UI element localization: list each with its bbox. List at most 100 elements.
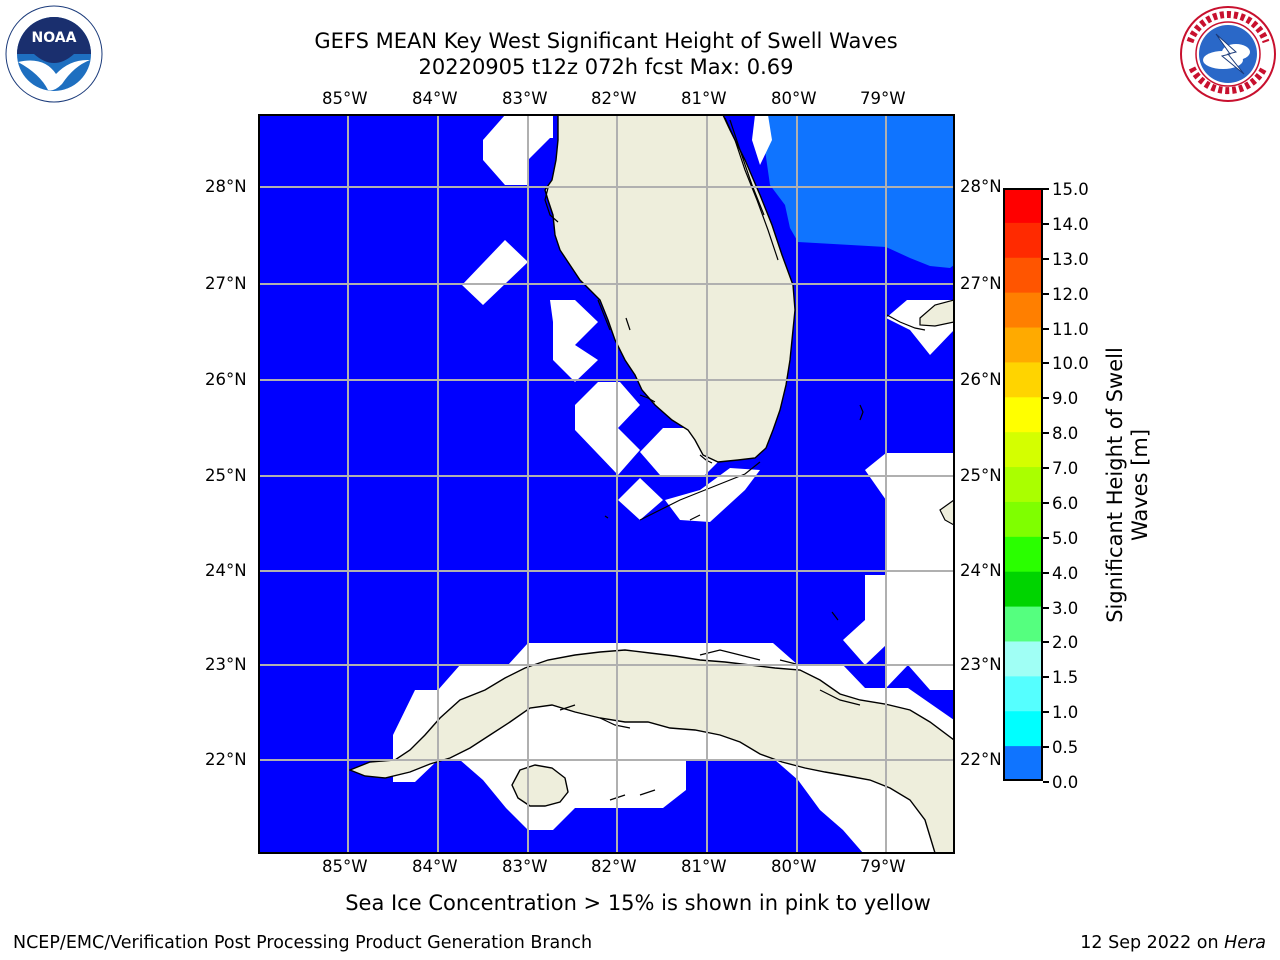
colorbar-tick-mark [1043, 501, 1049, 504]
colorbar-tick-labels: 15.0 14.0 13.0 12.0 11.0 10.0 9.0 8.0 7.0 6.0 5.0 4… [1043, 180, 1112, 792]
lon-label-bottom: 81°W [681, 857, 727, 876]
colorbar-tick-label: 5.0 [1052, 528, 1079, 548]
colorbar-tick-mark [1043, 467, 1049, 470]
footer-machine: Hera [1224, 933, 1266, 953]
colorbar-tick-mark [1043, 362, 1049, 365]
lat-label-left: 28°N [205, 177, 247, 196]
colorbar-tick-mark [1043, 292, 1049, 295]
lon-label-bottom: 80°W [771, 857, 817, 876]
cuba-coast-detail [559, 649, 861, 801]
graticule [259, 115, 954, 853]
map-title: GEFS MEAN Key West Significant Height of… [256, 28, 956, 80]
noaa-logo-icon: NOAA [4, 4, 104, 104]
bahamas-land [831, 299, 954, 621]
colorbar-tick-mark [1043, 188, 1049, 190]
colorbar-tick-label: 1.5 [1052, 668, 1079, 688]
lon-label-bottom: 83°W [502, 857, 548, 876]
lon-label-bottom: 79°W [860, 857, 906, 876]
colorbar-swatch [1003, 711, 1043, 747]
colorbar-tick-mark [1043, 397, 1049, 400]
colorbar-swatch [1003, 362, 1043, 398]
lat-label-left: 25°N [205, 466, 247, 485]
lon-label-top: 81°W [681, 89, 727, 108]
footer-branch: NCEP/EMC/Verification Post Processing Pr… [13, 933, 593, 953]
lat-label-right: 27°N [960, 274, 1002, 293]
lon-label-top: 83°W [502, 89, 548, 108]
colorbar-tick-label: 6.0 [1052, 493, 1079, 513]
lon-label-top: 84°W [412, 89, 458, 108]
colorbar-frame [1003, 188, 1043, 781]
colorbar-tick-label: 9.0 [1052, 389, 1079, 409]
lat-label-right: 25°N [960, 466, 1002, 485]
colorbar-tick-label: 7.0 [1052, 459, 1079, 479]
colorbar-tick-mark [1043, 746, 1049, 749]
colorbar-swatch [1003, 467, 1043, 503]
lat-label-right: 22°N [960, 750, 1002, 769]
colorbar-tick-label: 14.0 [1052, 214, 1089, 234]
map-frame [258, 114, 955, 854]
colorbar-swatch [1003, 676, 1043, 712]
title-line-2: 20220905 t12z 072h fcst Max: 0.69 [418, 55, 794, 79]
colorbar-tick-mark [1043, 222, 1049, 225]
colorbar-tick-label: 8.0 [1052, 424, 1079, 444]
colorbar-tick-label: 0.0 [1052, 773, 1079, 792]
lon-label-bottom: 85°W [322, 857, 368, 876]
colorbar-tick-mark [1043, 327, 1049, 330]
colorbar-tick-mark [1043, 781, 1049, 783]
colorbar-tick-label: 1.0 [1052, 703, 1079, 723]
colorbar-tick-label: 3.0 [1052, 598, 1079, 618]
lat-label-left: 24°N [205, 561, 247, 580]
map-svg [258, 114, 955, 854]
colorbar-tick-label: 11.0 [1052, 319, 1089, 339]
colorbar-swatch [1003, 746, 1043, 782]
colorbar-swatch [1003, 501, 1043, 538]
lon-label-bottom: 82°W [591, 857, 637, 876]
colorbar-swatch [1003, 432, 1043, 468]
colorbar [1003, 188, 1043, 782]
lon-label-top: 85°W [322, 89, 368, 108]
colorbar-swatch [1003, 257, 1043, 294]
lat-label-right: 26°N [960, 370, 1002, 389]
colorbar-tick-mark [1043, 711, 1049, 714]
lon-label-bottom: 84°W [412, 857, 458, 876]
colorbar-tick-mark [1043, 606, 1049, 609]
colorbar-swatch [1003, 571, 1043, 608]
colorbar-swatch [1003, 536, 1043, 573]
colorbar-swatch [1003, 327, 1043, 363]
colorbar-swatch [1003, 188, 1043, 224]
colorbar-tick-label: 15.0 [1052, 180, 1089, 199]
lat-label-left: 22°N [205, 750, 247, 769]
lat-label-left: 27°N [205, 274, 247, 293]
colorbar-tick-label: 0.5 [1052, 738, 1079, 758]
isle-of-youth-land [511, 764, 569, 807]
colorbar-tick-label: 13.0 [1052, 249, 1089, 269]
colorbar-swatch [1003, 222, 1043, 259]
lon-label-top: 80°W [771, 89, 817, 108]
lat-label-right: 23°N [960, 655, 1002, 674]
colorbar-tick-mark [1043, 257, 1049, 260]
title-line-1: GEFS MEAN Key West Significant Height of… [314, 29, 898, 53]
colorbar-tick-label: 2.0 [1052, 633, 1079, 653]
colorbar-tick-label: 4.0 [1052, 563, 1079, 583]
colorbar-tick-label: 12.0 [1052, 284, 1089, 304]
lat-label-left: 23°N [205, 655, 247, 674]
lat-label-right: 28°N [960, 177, 1002, 196]
map-panel [258, 114, 955, 854]
lon-label-top: 79°W [860, 89, 906, 108]
colorbar-tick-label: 10.0 [1052, 354, 1089, 374]
florida-land [544, 115, 796, 463]
colorbar-tick-mark [1043, 432, 1049, 435]
footer-date-text: 12 Sep 2022 on [1080, 933, 1225, 953]
colorbar-tick-mark [1043, 641, 1049, 644]
colorbar-swatches [1003, 188, 1043, 782]
svg-text:NOAA: NOAA [32, 30, 77, 46]
colorbar-swatch [1003, 606, 1043, 642]
sea-ice-note: Sea Ice Concentration > 15% is shown in … [345, 891, 931, 915]
colorbar-tick-mark [1043, 536, 1049, 539]
lon-label-top: 82°W [591, 89, 637, 108]
colorbar-tick-mark [1043, 571, 1049, 574]
colorbar-label-line-2: Waves [m] [1128, 428, 1152, 542]
colorbar-swatch [1003, 292, 1043, 329]
footer-date: 12 Sep 2022 on Hera [1080, 933, 1266, 953]
colorbar-swatch [1003, 641, 1043, 677]
